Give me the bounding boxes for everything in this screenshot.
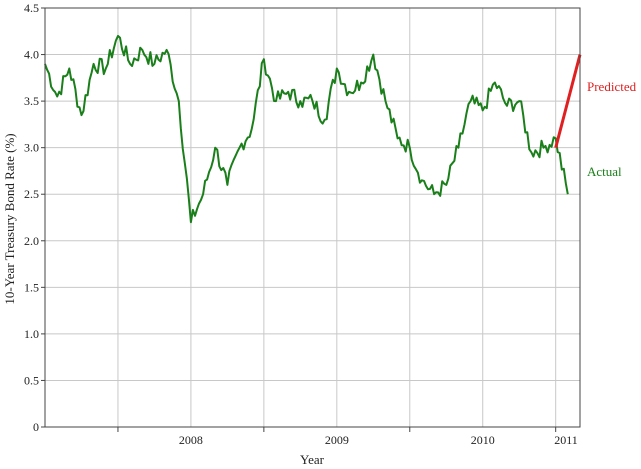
y-tick-label: 0.5 (24, 373, 39, 387)
y-tick-label: 1.5 (24, 280, 39, 294)
series-legend: Predicted Actual (587, 79, 637, 179)
y-tick-label: 4.0 (24, 48, 39, 62)
legend-label-predicted: Predicted (587, 79, 637, 94)
y-tick-label: 4.5 (24, 1, 39, 15)
legend-label-actual: Actual (587, 164, 622, 179)
x-tick-label: 2010 (471, 433, 495, 447)
series-line-actual (44, 34, 569, 224)
y-tick-label: 2.5 (24, 187, 39, 201)
y-tick-label: 1.0 (24, 327, 39, 341)
plot-frame (44, 7, 581, 428)
series-line-predicted (554, 54, 582, 149)
y-tick-label: 3.5 (24, 94, 39, 108)
x-tick-label: 2011 (554, 433, 578, 447)
chart-series (44, 34, 582, 224)
y-tick-label: 2.0 (24, 234, 39, 248)
y-tick-label: 0 (33, 420, 39, 434)
x-axis-label: Year (300, 452, 325, 467)
y-tick-label: 3.0 (24, 141, 39, 155)
axis-ticks: 0 0.5 1.0 1.5 2.0 2.5 3.0 3.5 4.0 4.5 2008 2009 2010… (24, 1, 578, 447)
grid-lines (45, 7, 580, 428)
y-axis-label: 10-Year Treasury Bond Rate (%) (2, 133, 17, 304)
x-tick-label: 2009 (325, 433, 349, 447)
x-tick-label: 2008 (179, 433, 203, 447)
